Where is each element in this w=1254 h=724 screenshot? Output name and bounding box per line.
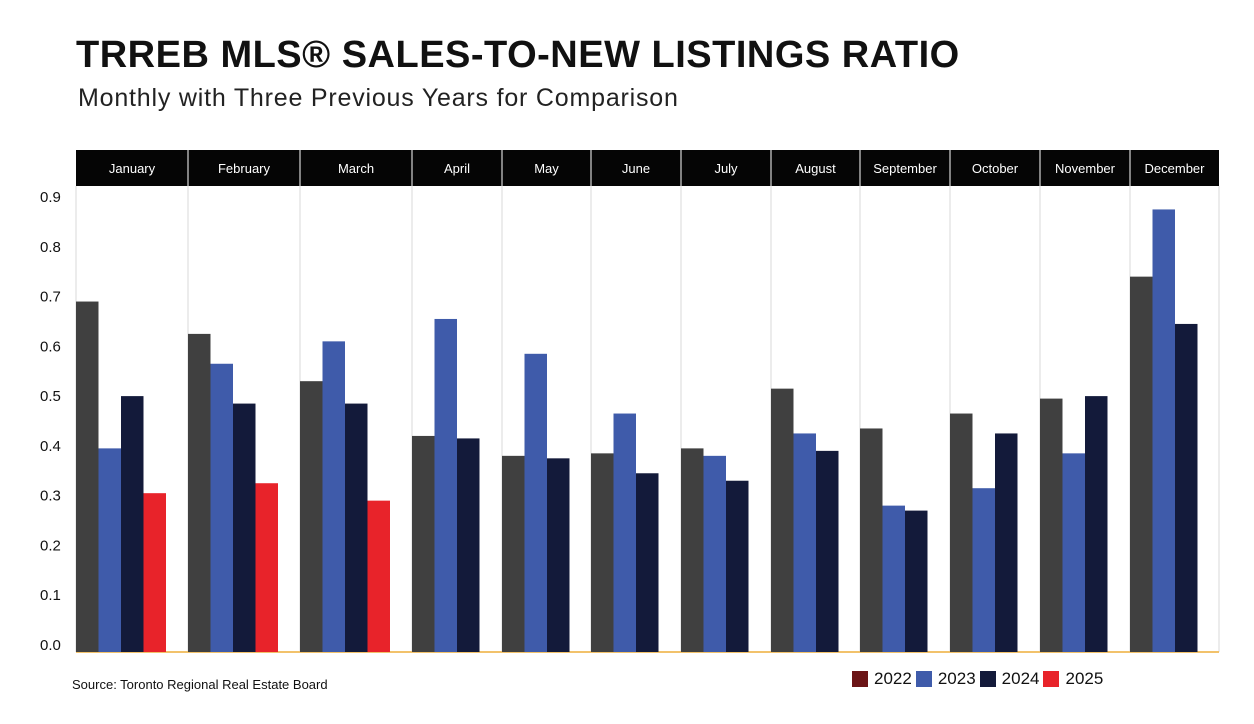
x-tick-label-january: January — [109, 161, 156, 176]
x-tick-label-november: November — [1055, 161, 1116, 176]
y-tick-label: 0.2 — [40, 537, 61, 554]
bar-2022-february — [188, 333, 211, 652]
bar-2022-january — [76, 301, 99, 652]
legend: 2022 2023 2024 2025 — [852, 669, 1107, 689]
source-note: Source: Toronto Regional Real Estate Boa… — [72, 677, 328, 692]
bar-2023-january — [98, 448, 121, 652]
bar-2022-november — [1040, 398, 1063, 652]
bar-2023-february — [210, 363, 233, 652]
bar-2022-july — [681, 448, 704, 652]
x-tick-label-december: December — [1145, 161, 1206, 176]
x-tick-label-september: September — [873, 161, 937, 176]
bar-2024-january — [121, 396, 144, 652]
bar-2023-october — [972, 488, 995, 652]
bar-2023-august — [793, 433, 816, 652]
y-tick-label: 0.5 — [40, 388, 61, 405]
legend-swatch-2025 — [1043, 671, 1060, 687]
bar-2024-june — [636, 473, 659, 652]
y-tick-label: 0.7 — [40, 289, 61, 306]
bar-2025-february — [255, 483, 278, 652]
bar-2024-august — [816, 450, 839, 652]
bar-2024-may — [547, 458, 570, 652]
bar-2024-october — [995, 433, 1018, 652]
bar-2022-august — [771, 388, 794, 652]
bar-2022-october — [950, 413, 973, 652]
bar-2022-september — [860, 428, 883, 652]
x-tick-label-august: August — [795, 161, 836, 176]
bar-2022-june — [591, 453, 614, 652]
legend-label-2022: 2022 — [874, 669, 912, 688]
x-tick-label-february: February — [218, 161, 271, 176]
chart-subtitle: Monthly with Three Previous Years for Co… — [78, 84, 679, 112]
bar-2023-november — [1062, 453, 1085, 652]
x-tick-label-june: June — [622, 161, 650, 176]
bar-2023-april — [434, 318, 457, 652]
legend-swatch-2023 — [915, 671, 932, 687]
bar-2022-december — [1130, 276, 1153, 652]
bar-2024-november — [1085, 396, 1108, 652]
bar-2022-april — [412, 435, 435, 652]
y-tick-label: 0.9 — [40, 189, 61, 206]
month-header-bar — [76, 150, 1219, 186]
bar-2022-may — [502, 455, 525, 652]
legend-item-2022: 2022 — [852, 669, 912, 689]
legend-item-2024: 2024 — [979, 669, 1040, 689]
x-tick-label-october: October — [972, 161, 1019, 176]
y-tick-label: 0.6 — [40, 338, 61, 355]
legend-item-2025: 2025 — [1043, 669, 1103, 689]
y-tick-label: 0.3 — [40, 488, 61, 505]
bar-2023-march — [322, 341, 345, 652]
bar-2025-january — [143, 493, 166, 652]
bar-2024-march — [345, 403, 368, 652]
x-tick-label-may: May — [534, 161, 559, 176]
bar-2024-february — [233, 403, 256, 652]
x-tick-label-april: April — [444, 161, 470, 176]
chart-title: TRREB MLS® SALES-TO-NEW LISTINGS RATIO — [76, 34, 960, 76]
legend-label-2025: 2025 — [1065, 669, 1104, 688]
y-tick-label: 0.1 — [40, 587, 61, 604]
bar-2023-july — [703, 455, 726, 652]
bar-2024-april — [457, 438, 480, 652]
bar-2025-march — [367, 500, 390, 652]
legend-swatch-2024 — [979, 671, 996, 687]
bar-2023-september — [882, 505, 905, 652]
y-tick-label: 0.4 — [40, 438, 61, 455]
legend-item-2023: 2023 — [915, 669, 976, 689]
bar-2024-september — [905, 510, 928, 652]
bar-2023-june — [613, 413, 636, 652]
bar-2023-december — [1152, 209, 1175, 652]
bar-2024-july — [726, 480, 749, 652]
bar-2024-december — [1175, 323, 1198, 652]
legend-label-2023: 2023 — [937, 669, 976, 688]
x-tick-label-july: July — [714, 161, 738, 176]
legend-label-2024: 2024 — [1001, 669, 1040, 688]
y-tick-label: 0.0 — [40, 637, 61, 654]
bar-2022-march — [300, 381, 323, 652]
bar-2023-may — [524, 353, 547, 652]
legend-swatch-2022 — [852, 671, 868, 687]
x-tick-label-march: March — [338, 161, 374, 176]
y-tick-label: 0.8 — [40, 239, 61, 256]
